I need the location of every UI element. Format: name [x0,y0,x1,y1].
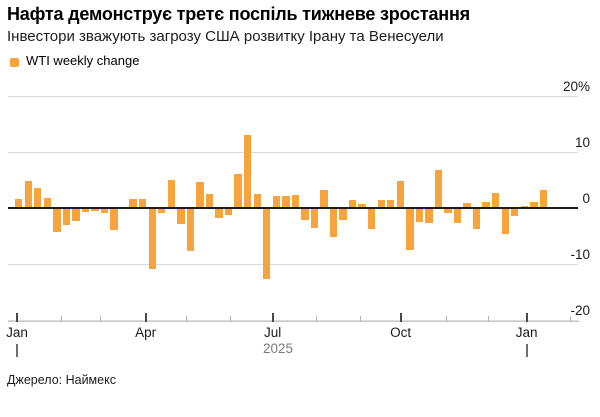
bar-week-1 [15,199,23,208]
bar-week-49 [472,208,481,229]
x-axis-minor-tick [186,316,188,322]
bar-week-34 [329,208,338,237]
bar-week-43 [415,208,424,222]
bar-week-38 [367,208,376,229]
bar-week-19 [186,208,195,251]
bar-week-52 [501,208,509,234]
bar-week-51 [492,193,500,208]
x-axis-minor-tick [315,316,317,322]
bar-week-13 [129,199,137,208]
bar-week-30 [291,195,300,208]
bar-week-8 [81,208,90,212]
y-axis-label: 20% [562,79,590,94]
bar-week-50 [482,202,490,208]
bar-week-24 [234,174,242,208]
year-label: 2025 [262,341,294,356]
bar-week-18 [177,208,185,224]
bar-week-27 [263,208,271,279]
x-axis-major-tick [16,313,18,322]
x-axis-major-tick [525,313,528,322]
bar-week-20 [196,182,204,208]
bar-week-5 [53,208,61,232]
x-axis-minor-tick [60,316,62,322]
x-axis-label: Jul [264,325,282,340]
bar-week-10 [100,208,109,213]
bar-week-33 [320,190,328,208]
bar-week-31 [301,208,309,220]
bar-week-29 [282,196,290,208]
bar-week-47 [453,208,462,223]
x-axis-minor-tick [359,316,361,322]
bar-week-22 [215,208,223,218]
x-axis-minor-tick [445,316,447,322]
bar-week-25 [243,135,252,208]
x-axis-label: Oct [390,325,412,340]
x-axis-minor-tick [570,316,572,322]
x-axis-minor-tick [487,316,489,322]
year-boundary-mark [525,344,528,357]
x-axis-minor-tick [100,316,102,322]
bar-week-41 [396,181,404,208]
x-axis-major-tick [144,313,147,322]
y-axis-label: -10 [570,247,590,262]
x-axis-label: Jan [515,325,538,340]
gridline [8,320,578,321]
bar-week-23 [224,208,233,215]
bar-week-36 [348,200,357,208]
bar-week-53 [511,208,519,216]
page-title: Нафта демонструє третє поспіль тижневе з… [7,4,470,24]
legend-label: WTI weekly change [26,53,140,68]
bar-week-55 [530,202,538,208]
gridline [8,96,578,97]
x-axis-major-tick [271,313,274,322]
x-axis-line [8,321,580,322]
page-subtitle: Інвестори зважують загрозу США розвитку … [7,28,444,45]
bar-week-28 [272,196,280,208]
bar-week-56 [539,190,548,208]
x-axis-major-tick [399,313,402,322]
bar-week-37 [358,204,366,208]
bar-week-44 [425,208,433,223]
x-axis-minor-tick [229,316,231,322]
bar-week-17 [167,180,176,208]
bar-week-4 [43,198,51,208]
bar-week-16 [158,208,166,213]
bar-week-32 [310,208,319,228]
bar-week-40 [387,200,395,208]
bar-week-7 [72,208,80,221]
bar-week-3 [34,188,42,208]
gridline [8,264,578,265]
source-note: Джерело: Наймекс [7,373,116,387]
y-axis-label: -20 [570,303,590,318]
zero-gridline [8,207,578,209]
bar-week-2 [24,181,32,208]
bar-week-39 [377,200,385,208]
x-axis-label: Apr [135,325,157,340]
legend-swatch-icon [10,58,19,67]
bar-week-11 [110,208,118,230]
bar-week-9 [91,208,99,211]
bar-week-15 [148,208,156,269]
bar-week-42 [406,208,414,250]
gridline [8,152,578,153]
bar-week-14 [139,199,147,208]
y-axis-label: 10 [574,135,590,150]
x-axis-label: Jan [6,325,28,340]
bar-week-46 [444,208,452,213]
bar-week-45 [434,170,443,208]
bar-week-21 [205,194,214,208]
y-axis-label: 0 [582,191,590,206]
bar-week-6 [62,208,71,225]
bar-week-48 [463,203,471,208]
bar-week-26 [253,194,261,208]
bar-week-35 [339,208,347,220]
year-boundary-mark [16,344,18,357]
